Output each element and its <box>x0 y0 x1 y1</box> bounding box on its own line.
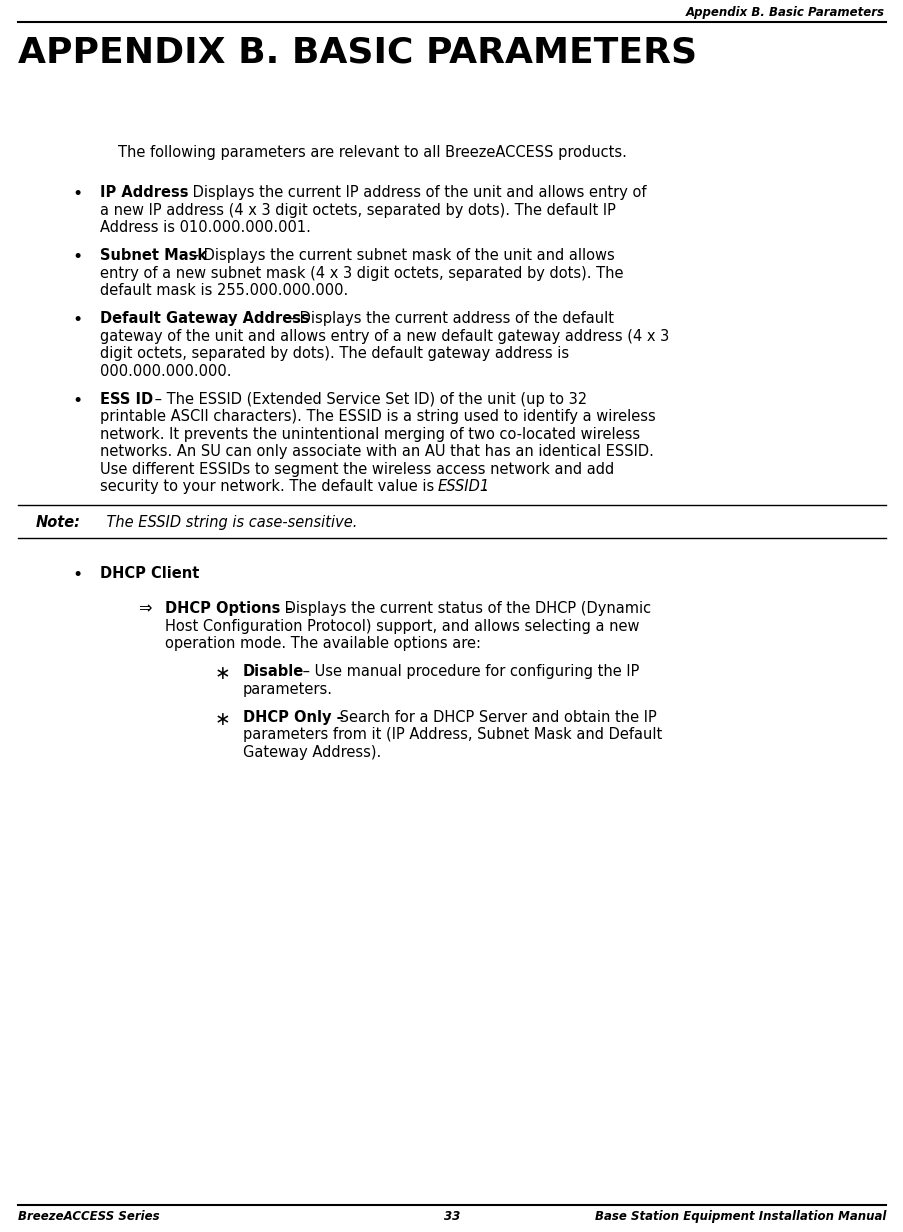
Text: •: • <box>72 392 82 409</box>
Text: DHCP Only –: DHCP Only – <box>243 710 343 724</box>
Text: APPENDIX B. BASIC PARAMETERS: APPENDIX B. BASIC PARAMETERS <box>18 34 696 69</box>
Text: parameters from it (IP Address, Subnet Mask and Default: parameters from it (IP Address, Subnet M… <box>243 727 662 742</box>
Text: – The ESSID (Extended Service Set ID) of the unit (up to 32: – The ESSID (Extended Service Set ID) of… <box>150 392 586 407</box>
Text: Subnet Mask: Subnet Mask <box>100 248 207 262</box>
Text: – Displays the current IP address of the unit and allows entry of: – Displays the current IP address of the… <box>176 185 646 200</box>
Text: Address is 010.000.000.001.: Address is 010.000.000.001. <box>100 221 311 235</box>
Text: digit octets, separated by dots). The default gateway address is: digit octets, separated by dots). The de… <box>100 346 569 361</box>
Text: entry of a new subnet mask (4 x 3 digit octets, separated by dots). The: entry of a new subnet mask (4 x 3 digit … <box>100 266 623 281</box>
Text: ⇒: ⇒ <box>138 601 151 616</box>
Text: operation mode. The available options are:: operation mode. The available options ar… <box>165 636 480 650</box>
Text: network. It prevents the unintentional merging of two co-located wireless: network. It prevents the unintentional m… <box>100 426 639 441</box>
Text: networks. An SU can only associate with an AU that has an identical ESSID.: networks. An SU can only associate with … <box>100 444 653 460</box>
Text: Host Configuration Protocol) support, and allows selecting a new: Host Configuration Protocol) support, an… <box>165 618 638 633</box>
Text: •: • <box>72 185 82 203</box>
Text: .: . <box>481 479 486 494</box>
Text: Displays the current status of the DHCP (Dynamic: Displays the current status of the DHCP … <box>280 601 650 616</box>
Text: – Use manual procedure for configuring the IP: – Use manual procedure for configuring t… <box>298 664 638 679</box>
Text: Note:: Note: <box>36 515 81 530</box>
Text: Gateway Address).: Gateway Address). <box>243 744 381 759</box>
Text: •: • <box>72 310 82 329</box>
Text: printable ASCII characters). The ESSID is a string used to identify a wireless: printable ASCII characters). The ESSID i… <box>100 409 655 424</box>
Text: ESS ID: ESS ID <box>100 392 153 407</box>
Text: Use different ESSIDs to segment the wireless access network and add: Use different ESSIDs to segment the wire… <box>100 462 613 477</box>
Text: Search for a DHCP Server and obtain the IP: Search for a DHCP Server and obtain the … <box>335 710 656 724</box>
Text: Appendix B. Basic Parameters: Appendix B. Basic Parameters <box>685 6 884 18</box>
Text: DHCP Options –: DHCP Options – <box>165 601 293 616</box>
Text: parameters.: parameters. <box>243 681 332 696</box>
Text: – Displays the current subnet mask of the unit and allows: – Displays the current subnet mask of th… <box>187 248 614 262</box>
Text: DHCP Client: DHCP Client <box>100 565 200 582</box>
Text: Disable: Disable <box>243 664 304 679</box>
Text: The following parameters are relevant to all BreezeACCESS products.: The following parameters are relevant to… <box>118 145 626 160</box>
Text: The ESSID string is case-sensitive.: The ESSID string is case-sensitive. <box>88 515 357 530</box>
Text: Base Station Equipment Installation Manual: Base Station Equipment Installation Manu… <box>594 1210 885 1223</box>
Text: Default Gateway Address: Default Gateway Address <box>100 310 310 326</box>
Text: default mask is 255.000.000.000.: default mask is 255.000.000.000. <box>100 283 348 298</box>
Text: security to your network. The default value is: security to your network. The default va… <box>100 479 438 494</box>
Text: ∗: ∗ <box>215 710 230 728</box>
Text: 33: 33 <box>443 1210 460 1223</box>
Text: ESSID1: ESSID1 <box>438 479 489 494</box>
Text: •: • <box>72 248 82 266</box>
Text: gateway of the unit and allows entry of a new default gateway address (4 x 3: gateway of the unit and allows entry of … <box>100 329 668 344</box>
Text: ∗: ∗ <box>215 664 230 683</box>
Text: •: • <box>72 565 82 584</box>
Text: BreezeACCESS Series: BreezeACCESS Series <box>18 1210 160 1223</box>
Text: IP Address: IP Address <box>100 185 189 200</box>
Text: – Displays the current address of the default: – Displays the current address of the de… <box>283 310 613 326</box>
Text: 000.000.000.000.: 000.000.000.000. <box>100 363 231 378</box>
Text: a new IP address (4 x 3 digit octets, separated by dots). The default IP: a new IP address (4 x 3 digit octets, se… <box>100 202 615 218</box>
